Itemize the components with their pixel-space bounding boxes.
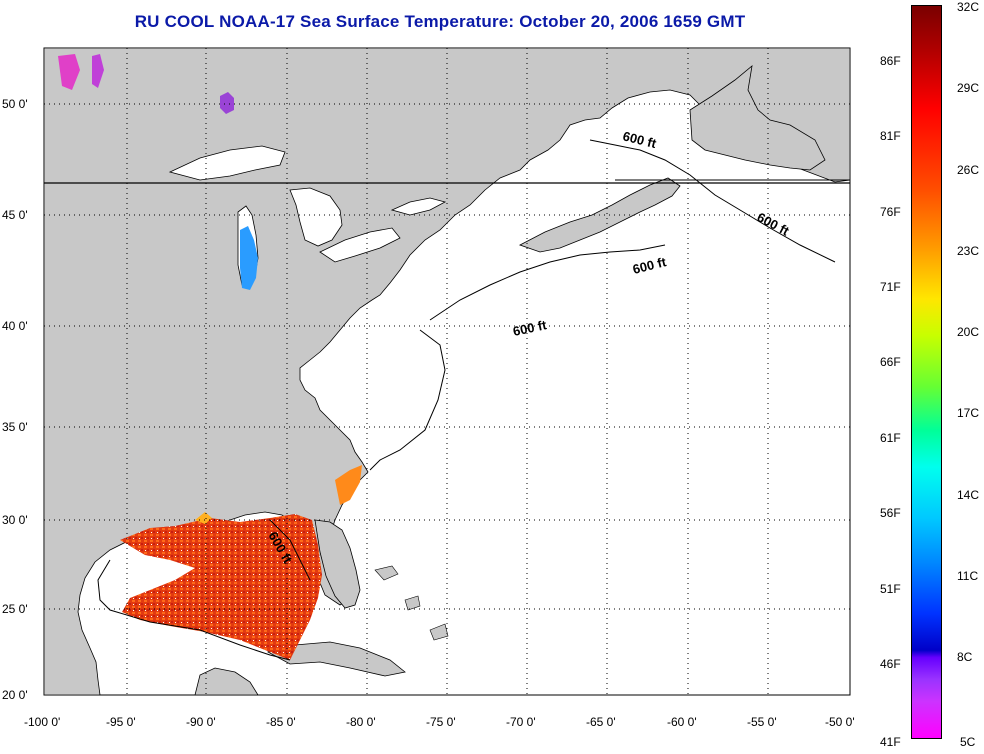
- cbar-label-f: 81F: [880, 129, 901, 143]
- lon-tick: -85 0': [266, 715, 296, 729]
- cbar-label-c: 23C: [957, 244, 980, 258]
- lat-tick: 50 0': [2, 97, 28, 111]
- map-title: RU COOL NOAA-17 Sea Surface Temperature:…: [134, 12, 746, 31]
- lon-tick: -65 0': [586, 715, 616, 729]
- cbar-label-c: 26C: [957, 163, 980, 177]
- cbar-label-c: 8C: [957, 650, 973, 664]
- sst-map[interactable]: 600 ft 600 ft 600 ft 600 ft 600 ft 50 0'…: [0, 0, 900, 754]
- lat-tick: 45 0': [2, 208, 28, 222]
- cbar-label-f: 71F: [880, 280, 901, 294]
- lon-tick: -70 0': [506, 715, 536, 729]
- cbar-label-c: 32C: [957, 0, 980, 14]
- depth-contour-600ft: [97, 139, 836, 661]
- lon-tick: -60 0': [667, 715, 697, 729]
- lake-michigan-sst: [240, 226, 258, 290]
- cbar-label-c: 14C: [957, 488, 980, 502]
- cbar-label-f: 86F: [880, 54, 901, 68]
- lon-tick: -80 0': [346, 715, 376, 729]
- cbar-label-c: 29C: [957, 81, 980, 95]
- cbar-label-f: 61F: [880, 431, 901, 445]
- cbar-label-c: 5C: [960, 735, 976, 749]
- cbar-label-c: 17C: [957, 406, 980, 420]
- lon-tick: -50 0': [825, 715, 855, 729]
- cbar-label-f: 76F: [880, 205, 901, 219]
- temperature-colorbar: [911, 5, 942, 739]
- lat-tick: 30 0': [2, 513, 28, 527]
- lat-axis: 50 0' 45 0' 40 0' 35 0' 30 0' 25 0' 20 0…: [2, 97, 28, 702]
- bahamas: [374, 565, 449, 641]
- cbar-label-f: 51F: [880, 582, 901, 596]
- lon-tick: -95 0': [106, 715, 136, 729]
- lat-tick: 35 0': [2, 420, 28, 434]
- lat-tick: 40 0': [2, 319, 28, 333]
- cbar-label-f: 46F: [880, 657, 901, 671]
- lat-tick: 20 0': [2, 688, 28, 702]
- lon-tick: -75 0': [426, 715, 456, 729]
- cbar-label-f: 41F: [880, 735, 901, 749]
- lon-tick: -55 0': [747, 715, 777, 729]
- cbar-label-f: 66F: [880, 355, 901, 369]
- contour-label: 600 ft: [512, 317, 549, 339]
- lake-superior-sst: [220, 92, 234, 114]
- hudson-bay-sst-2: [92, 54, 104, 88]
- cbar-label-f: 56F: [880, 506, 901, 520]
- lon-axis: -100 0' -95 0' -90 0' -85 0' -80 0' -75 …: [24, 715, 855, 729]
- lon-tick: -90 0': [186, 715, 216, 729]
- lat-tick: 25 0': [2, 602, 28, 616]
- hudson-bay-sst: [58, 54, 80, 90]
- cbar-label-c: 11C: [957, 569, 979, 583]
- gulf-sst: [120, 465, 362, 660]
- cbar-label-c: 20C: [957, 325, 980, 339]
- lon-tick: -100 0': [24, 715, 60, 729]
